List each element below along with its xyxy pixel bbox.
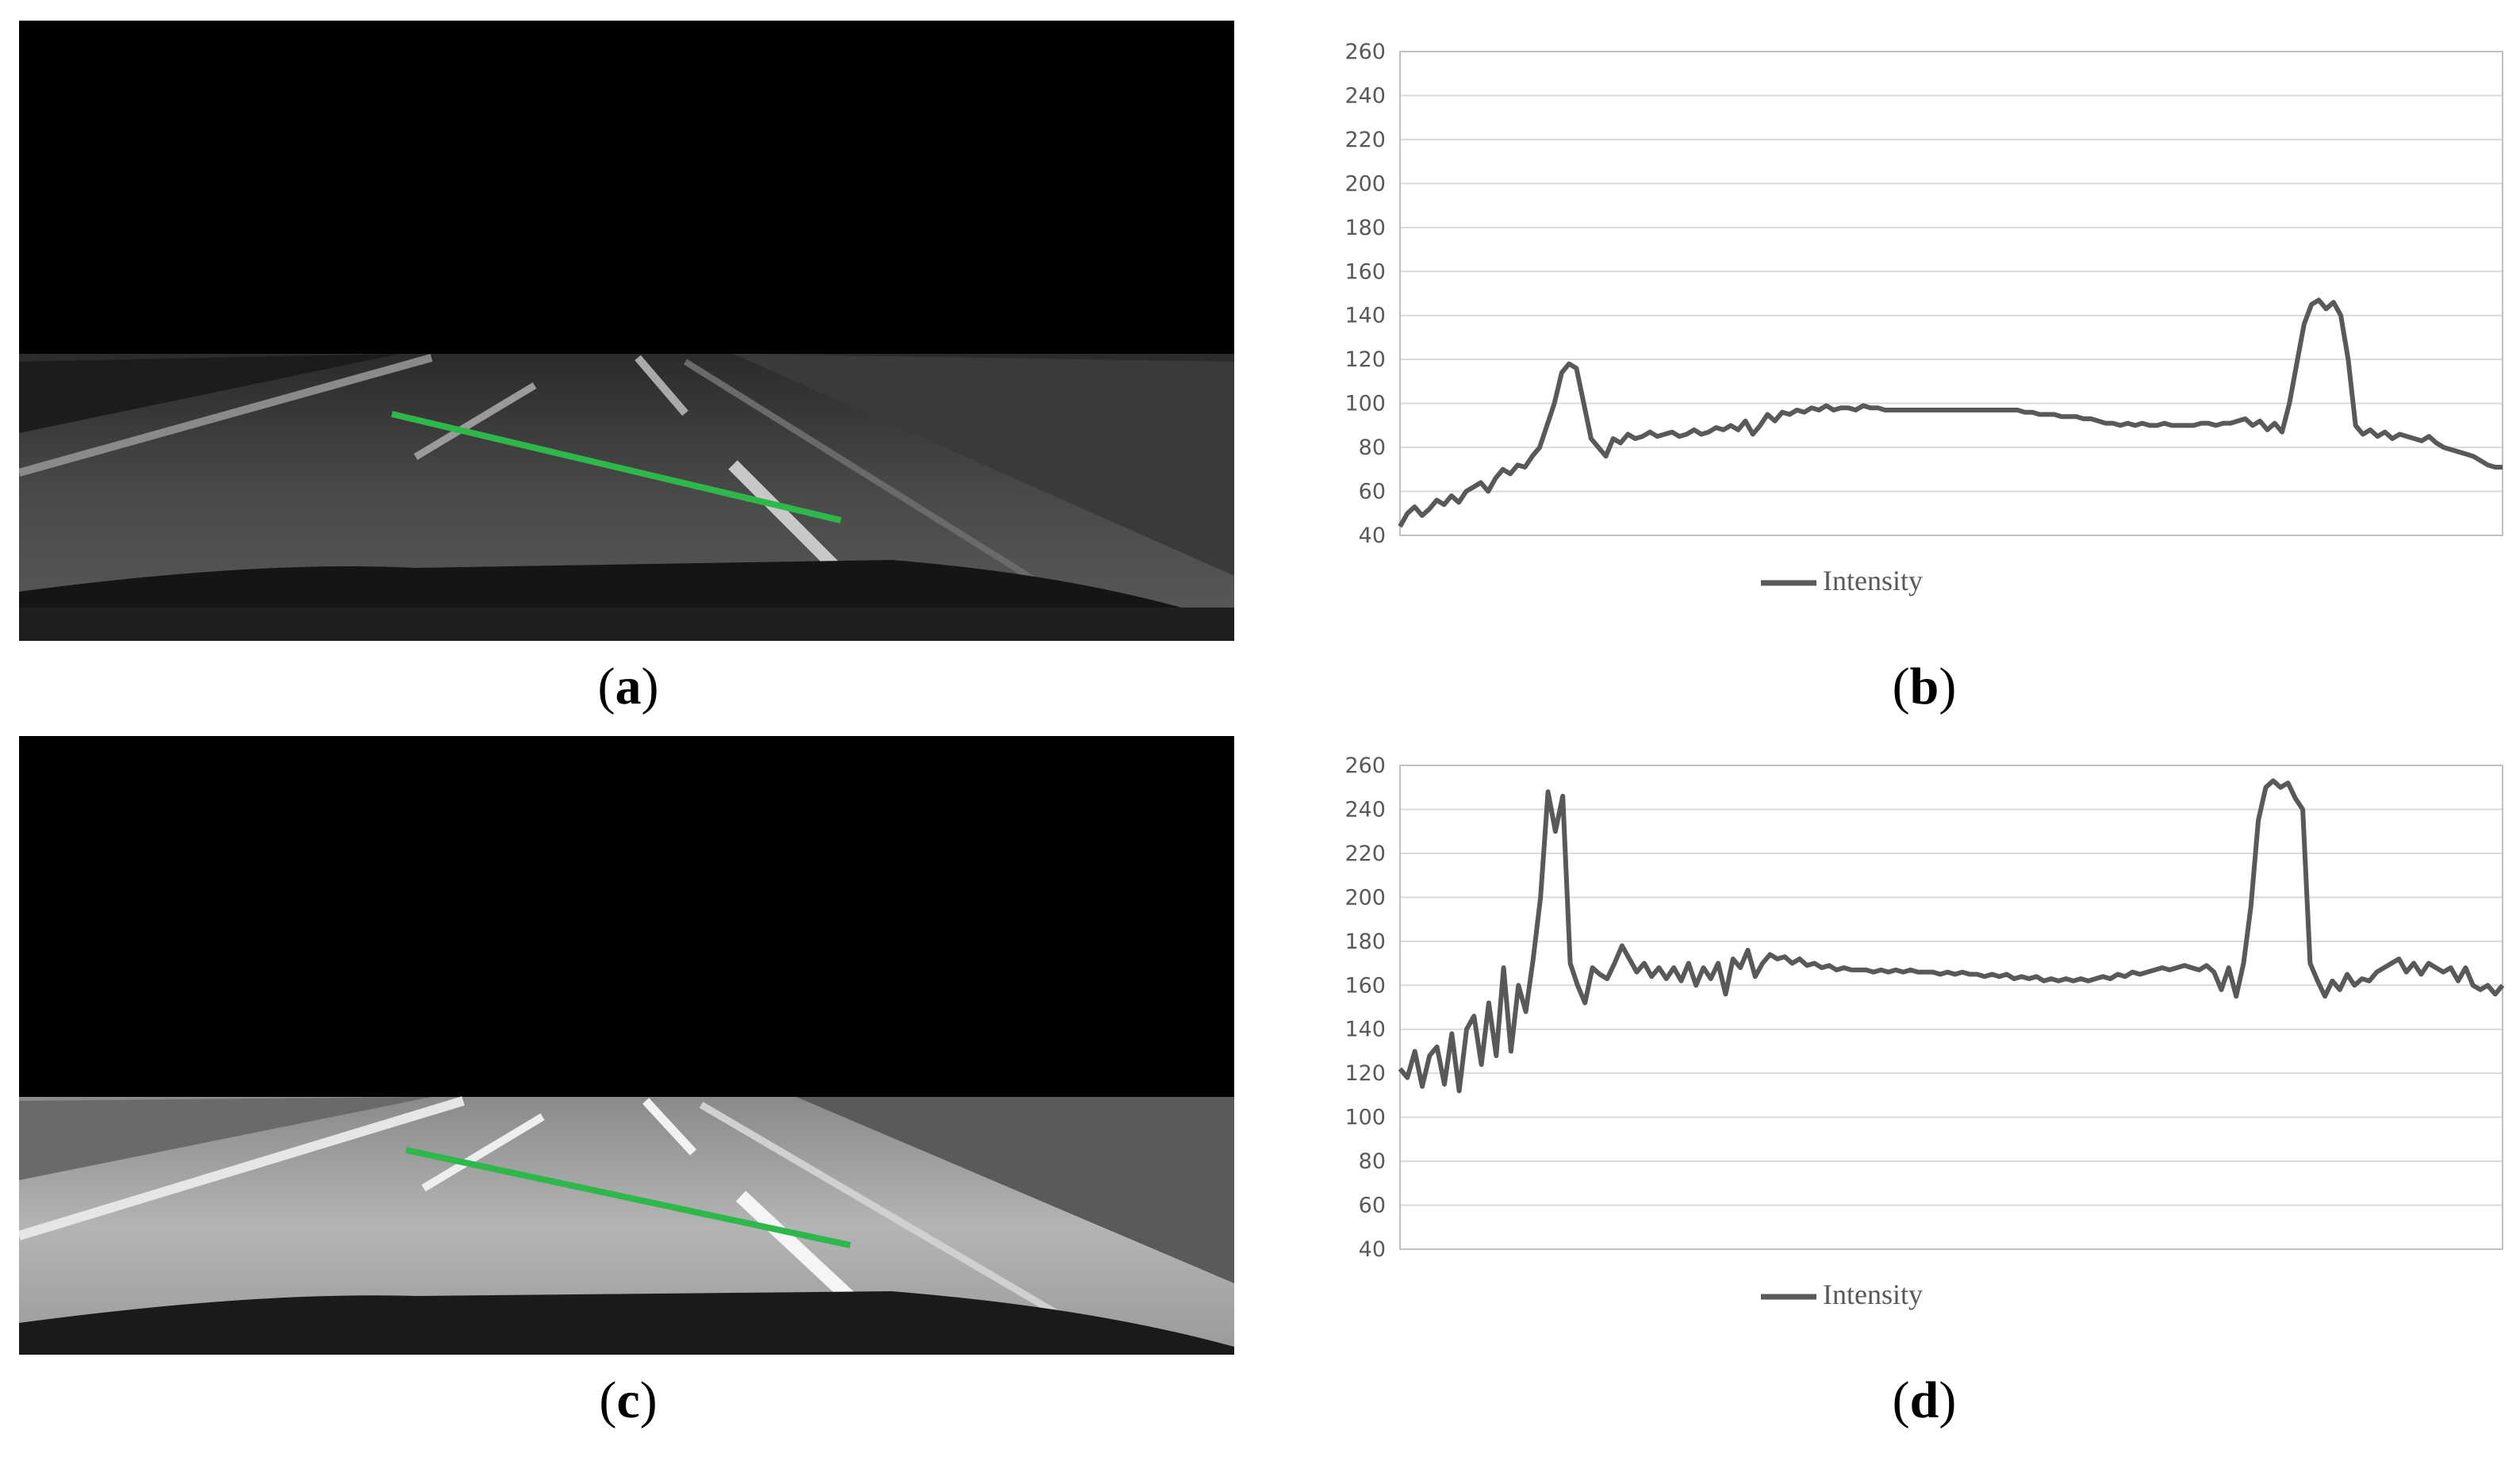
y-tick-label: 260: [1344, 753, 1386, 778]
y-tick-label: 60: [1359, 480, 1386, 504]
y-tick-label: 240: [1344, 83, 1386, 108]
intensity-profile-line-a: [391, 411, 842, 523]
y-tick-label: 220: [1344, 842, 1386, 866]
y-tick-label: 100: [1344, 1106, 1386, 1130]
y-tick-label: 60: [1359, 1194, 1386, 1218]
y-tick-label: 240: [1344, 797, 1386, 822]
legend-label: Intensity: [1823, 565, 1923, 596]
y-tick-label: 200: [1344, 885, 1386, 910]
legend-label: Intensity: [1823, 1279, 1923, 1310]
caption-b: (b): [1892, 658, 1957, 715]
y-tick-label: 180: [1344, 216, 1386, 240]
y-tick-label: 160: [1344, 259, 1386, 284]
caption-a: (a): [597, 658, 659, 715]
y-tick-label: 100: [1344, 392, 1386, 416]
y-tick-label: 120: [1344, 347, 1386, 372]
y-tick-label: 140: [1344, 1018, 1386, 1042]
y-tick-label: 200: [1344, 171, 1386, 196]
y-tick-label: 40: [1359, 1237, 1386, 1262]
y-tick-label: 180: [1344, 930, 1386, 954]
y-tick-label: 260: [1344, 40, 1386, 64]
caption-c: (c): [599, 1371, 658, 1429]
y-tick-label: 140: [1344, 304, 1386, 328]
series-line-intensity: [1398, 297, 2503, 528]
series-line-intensity: [1398, 778, 2505, 1094]
intensity-chart-b: 40 60 80 100 120 140 160 180 200 220 240 260 Intensi…: [1344, 40, 2503, 596]
y-tick-label: 120: [1344, 1061, 1386, 1086]
y-tick-label: 40: [1359, 523, 1386, 548]
y-tick-label: 220: [1344, 128, 1386, 152]
intensity-chart-d: 40 60 80 100 120 140 160 180 200 220 240 260 Intensi…: [1344, 753, 2505, 1310]
y-tick-label: 80: [1359, 435, 1386, 460]
y-tick-label: 160: [1344, 973, 1386, 998]
plot-area-border: [1399, 51, 2503, 536]
y-tick-label: 80: [1359, 1149, 1386, 1174]
road-image-a: [19, 21, 1234, 641]
intensity-profile-line-c: [405, 1147, 851, 1248]
plot-area-border: [1399, 765, 2503, 1250]
caption-d: (d): [1892, 1371, 1957, 1429]
road-image-c: [19, 736, 1234, 1355]
